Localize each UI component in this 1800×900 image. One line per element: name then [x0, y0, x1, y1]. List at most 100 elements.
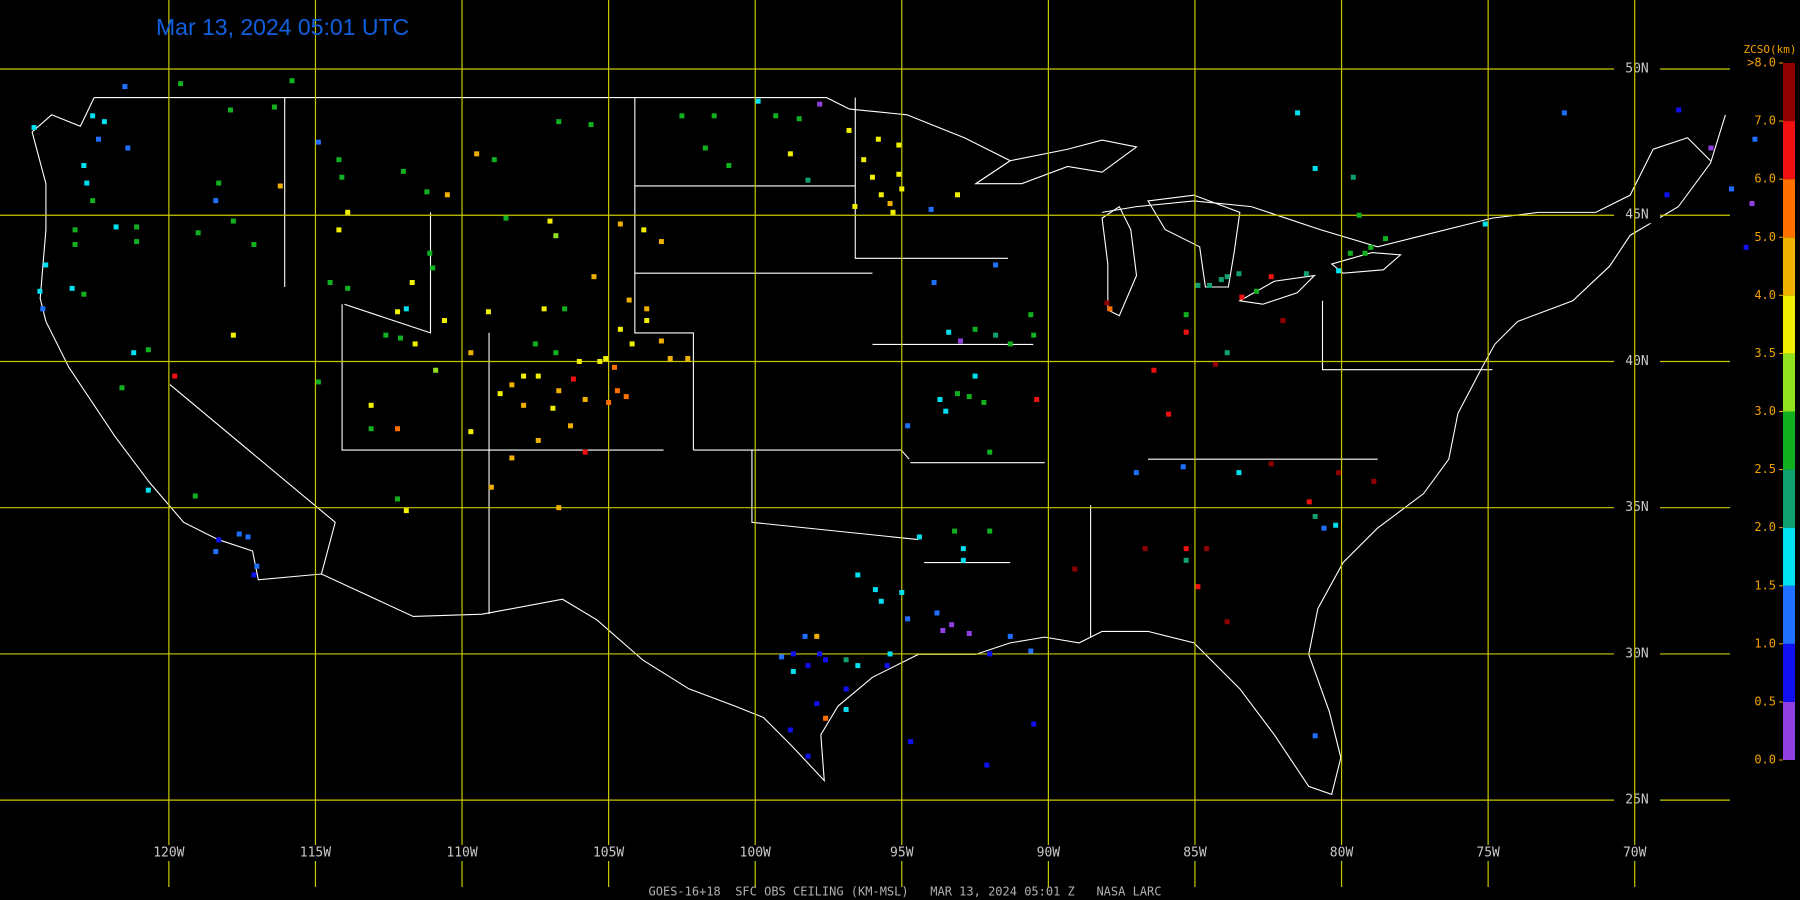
label-backdrop	[1614, 792, 1660, 809]
station-marker	[843, 706, 849, 712]
station-marker	[31, 125, 37, 131]
station-marker	[805, 753, 811, 759]
station-marker	[395, 426, 401, 432]
station-marker	[556, 119, 562, 125]
station-marker	[1212, 361, 1218, 367]
station-marker	[553, 233, 559, 239]
station-marker	[400, 168, 406, 174]
station-marker	[843, 657, 849, 663]
station-marker	[90, 198, 96, 204]
station-marker	[172, 373, 178, 379]
station-marker	[872, 587, 878, 593]
colorbar-label: 3.5	[1754, 346, 1776, 360]
station-marker	[315, 139, 321, 145]
station-marker	[84, 180, 90, 186]
station-marker	[790, 651, 796, 657]
station-marker	[1350, 174, 1356, 180]
station-marker	[427, 250, 433, 256]
station-marker	[1207, 282, 1213, 288]
station-marker	[1007, 341, 1013, 347]
station-marker	[1752, 136, 1758, 142]
station-marker	[40, 306, 46, 312]
colorbar-label: 2.0	[1754, 520, 1776, 534]
station-marker	[122, 84, 128, 90]
latitude-label: 30N	[1625, 646, 1648, 661]
station-marker	[916, 534, 922, 540]
station-marker	[113, 224, 119, 230]
station-marker	[869, 174, 875, 180]
station-marker	[1195, 282, 1201, 288]
station-marker	[1007, 633, 1013, 639]
station-marker	[1254, 288, 1260, 294]
station-marker	[852, 203, 858, 209]
station-marker	[1107, 306, 1113, 312]
station-marker	[987, 528, 993, 534]
station-marker	[43, 262, 49, 268]
station-marker	[1303, 271, 1309, 277]
footer: GOES-16+18 SFC OBS CEILING (KM-MSL) MAR …	[649, 885, 1162, 899]
colorbar-label: 0.5	[1754, 694, 1776, 708]
station-marker	[245, 534, 251, 540]
station-marker	[582, 449, 588, 455]
station-marker	[934, 610, 940, 616]
longitude-label: 100W	[740, 846, 771, 861]
longitude-label: 85W	[1183, 846, 1207, 861]
colorbar-label: 4.0	[1754, 288, 1776, 302]
station-marker	[395, 309, 401, 315]
station-marker	[984, 762, 990, 768]
station-marker	[802, 633, 808, 639]
lake-michigan	[1102, 207, 1136, 316]
station-marker	[509, 455, 515, 461]
label-backdrop	[144, 845, 193, 861]
station-marker	[403, 306, 409, 312]
station-marker	[1708, 145, 1714, 151]
station-marker	[960, 557, 966, 563]
station-marker	[1239, 294, 1245, 300]
station-marker	[617, 326, 623, 332]
longitude-label: 115W	[300, 846, 331, 861]
station-marker	[251, 241, 257, 247]
station-marker	[805, 663, 811, 669]
station-marker	[972, 373, 978, 379]
longitude-label: 120W	[153, 846, 184, 861]
station-marker	[468, 350, 474, 356]
station-marker	[1347, 250, 1353, 256]
state-borders	[170, 98, 1492, 638]
station-marker	[617, 221, 623, 227]
label-backdrop	[731, 845, 780, 861]
colorbar-band	[1783, 411, 1795, 470]
station-marker	[1306, 499, 1312, 505]
station-marker	[541, 306, 547, 312]
label-backdrop	[1317, 845, 1366, 861]
colorbar-band	[1783, 353, 1795, 412]
station-marker	[843, 686, 849, 692]
longitude-label: 75W	[1476, 846, 1500, 861]
station-marker	[1268, 274, 1274, 280]
latitude-label: 35N	[1625, 500, 1648, 515]
station-marker	[884, 663, 890, 669]
station-marker	[878, 598, 884, 604]
label-backdrop	[1614, 207, 1660, 224]
station-marker	[236, 531, 242, 537]
longitude-label: 110W	[446, 846, 477, 861]
station-marker	[1166, 411, 1172, 417]
station-marker	[899, 186, 905, 192]
colorbar-band	[1783, 701, 1795, 760]
station-marker	[875, 136, 881, 142]
station-marker	[937, 396, 943, 402]
station-marker	[972, 326, 978, 332]
station-marker	[37, 288, 43, 294]
station-marker	[134, 239, 140, 245]
station-marker	[952, 528, 958, 534]
station-marker	[1295, 110, 1301, 116]
station-marker	[69, 285, 75, 291]
station-marker	[474, 151, 480, 157]
station-marker	[1151, 367, 1157, 373]
station-marker	[582, 396, 588, 402]
station-marker	[1383, 236, 1389, 242]
colorbar-label: 6.0	[1754, 172, 1776, 186]
station-marker	[1028, 312, 1034, 318]
station-marker	[1236, 271, 1242, 277]
latitude-label: 45N	[1625, 208, 1648, 223]
station-marker	[1743, 244, 1749, 250]
